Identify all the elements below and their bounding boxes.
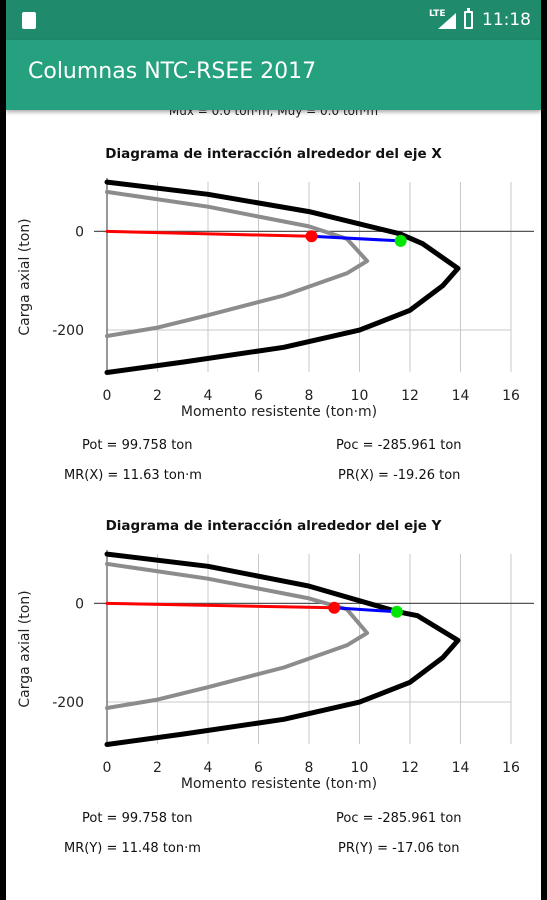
x-tick-label: 0 (103, 760, 112, 776)
app-bar: Columnas NTC-RSEE 2017 (6, 40, 541, 110)
series-line-3 (310, 234, 403, 243)
x-tick-label: 16 (502, 388, 520, 404)
pr-y: PR(Y) = -17.06 ton (338, 841, 460, 856)
app-title: Columnas NTC-RSEE 2017 (28, 59, 317, 84)
pr-x: PR(X) = -19.26 ton (338, 468, 461, 483)
point-marker-0 (305, 230, 318, 243)
point-marker-1 (394, 234, 407, 247)
y-tick-label: -200 (52, 323, 84, 339)
x-tick-label: 0 (103, 388, 112, 404)
y-axis-title: Carga axial (ton) (17, 218, 33, 335)
series-line-2 (105, 229, 313, 238)
series-line-0 (104, 179, 461, 375)
x-tick-label: 14 (452, 388, 470, 404)
scroll-content[interactable]: Mux = 0.0 ton·m, Muy = 0.0 ton·m Diagram… (6, 110, 541, 900)
x-tick-label: 8 (305, 388, 314, 404)
x-axis-title: Momento resistente (ton·m) (181, 404, 377, 420)
y-tick-label: -200 (52, 695, 84, 711)
chart-title-x: Diagrama de interacción alrededor del ej… (105, 146, 442, 162)
x-tick-label: 12 (401, 388, 419, 404)
series-line-0 (104, 551, 461, 747)
series-line-1 (105, 189, 370, 338)
signal-icon (438, 13, 456, 29)
poc-x: Poc = -285.961 ton (336, 438, 462, 453)
point-marker-1 (390, 605, 403, 618)
x-tick-label: 2 (153, 760, 162, 776)
x-tick-label: 6 (254, 760, 263, 776)
network-type: LTE (429, 9, 446, 19)
mr-x: MR(X) = 11.63 ton·m (64, 468, 202, 483)
interaction-chart-y: 0 2 4 6 8 10 12 14 16 0 -200 Momento resistente (to… (17, 550, 534, 792)
x-tick-label: 10 (351, 760, 369, 776)
x-tick-label: 4 (204, 760, 213, 776)
x-axis-title: Momento resistente (ton·m) (181, 776, 377, 792)
x-tick-label: 14 (452, 760, 470, 776)
x-tick-label: 10 (351, 388, 369, 404)
x-tick-label: 2 (153, 388, 162, 404)
status-time: 11:18 (482, 10, 531, 30)
y-tick-label: 0 (75, 596, 84, 612)
status-bar: LTE 11:18 (6, 0, 541, 40)
series-line-1 (105, 561, 370, 710)
x-tick-label: 4 (204, 388, 213, 404)
pot-y: Pot = 99.758 ton (82, 811, 193, 826)
interaction-chart-x: 0 2 4 6 8 10 12 14 16 0 -200 Momento resistente (to… (17, 178, 534, 420)
x-tick-label: 6 (254, 388, 263, 404)
moment-summary: Mux = 0.0 ton·m, Muy = 0.0 ton·m (168, 110, 379, 118)
point-marker-0 (328, 601, 341, 614)
sd-card-icon (22, 12, 36, 29)
x-tick-label: 16 (502, 760, 520, 776)
pot-x: Pot = 99.758 ton (82, 438, 193, 453)
app-screen: LTE 11:18 Columnas NTC-RSEE 2017 Mux = 0… (6, 0, 541, 900)
x-tick-label: 8 (305, 760, 314, 776)
series-line-2 (105, 601, 336, 610)
battery-icon (464, 8, 473, 29)
y-tick-label: 0 (75, 224, 84, 240)
y-axis-title: Carga axial (ton) (17, 590, 33, 707)
poc-y: Poc = -285.961 ton (336, 811, 462, 826)
chart-title-y: Diagrama de interacción alrededor del ej… (105, 518, 442, 534)
mr-y: MR(Y) = 11.48 ton·m (64, 841, 201, 856)
x-tick-label: 12 (401, 760, 419, 776)
series-line-3 (332, 606, 399, 614)
